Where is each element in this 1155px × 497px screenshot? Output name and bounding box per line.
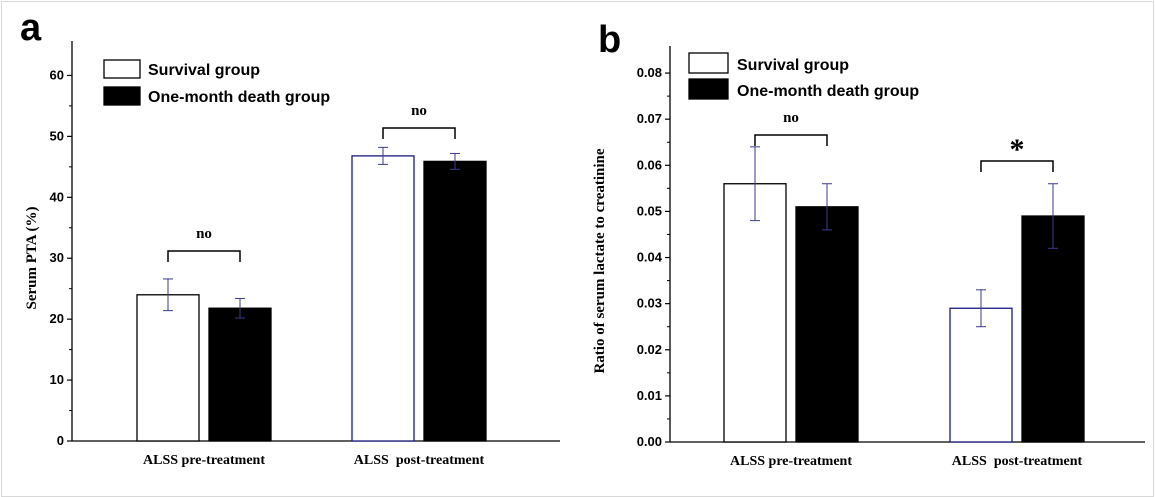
y-tick-label: 50: [50, 128, 64, 143]
legend-swatch-death: [688, 78, 729, 100]
y-tick-label: 30: [50, 250, 64, 265]
y-tick-label: 60: [50, 67, 64, 82]
y-tick-label: 10: [50, 372, 64, 387]
legend-label: One-month death group: [737, 83, 919, 100]
y-tick-label: 0.01: [637, 388, 662, 403]
panel-label: a: [20, 7, 42, 49]
legend-swatch-death: [103, 86, 141, 106]
significance-bracket: [382, 127, 456, 139]
legend-label: One-month death group: [148, 89, 330, 106]
legend-label: Survival group: [148, 62, 260, 79]
significance-bracket: [754, 134, 828, 146]
chart-panel-a: a 0 10 20 30 40 50 60 Serum PTA (%) ALSS pre-trea…: [20, 7, 560, 468]
significance-label: *: [1010, 133, 1025, 166]
bar-death: [1021, 215, 1085, 443]
y-tick-label: 0.06: [637, 157, 662, 172]
x-category-label: ALSS post-treatment: [354, 453, 485, 468]
legend-swatch-survival: [688, 52, 729, 74]
chart-panel-b: b 0.00 0.01 0.02 0.03 0.04 0.05 0.06 0.07 0.08 Rat…: [592, 19, 1145, 469]
y-tick-label: 0.04: [637, 250, 663, 265]
y-axis-label: Serum PTA (%): [24, 206, 40, 309]
y-axis-label: Ratio of serum lactate to creatinine: [592, 148, 608, 373]
significance-label: no: [783, 110, 799, 126]
bar-survival: [723, 183, 787, 443]
y-tick-label: 20: [50, 311, 64, 326]
significance-label: no: [411, 103, 427, 119]
y-tick-label: 0.00: [637, 434, 662, 449]
bar-death: [208, 307, 272, 442]
y-tick-label: 0: [57, 433, 64, 448]
significance-bracket: [167, 250, 241, 262]
bar-survival: [949, 307, 1013, 443]
y-tick-label: 40: [50, 189, 64, 204]
bar-survival: [351, 155, 415, 442]
panel-label: b: [598, 19, 621, 61]
legend-label: Survival group: [737, 57, 849, 74]
bar-death: [423, 160, 487, 442]
y-tick-label: 0.02: [637, 342, 662, 357]
bar-survival: [136, 294, 200, 442]
bar-death: [795, 206, 859, 443]
significance-label: no: [196, 226, 212, 242]
y-tick-label: 0.05: [637, 203, 662, 218]
y-tick-label: 0.03: [637, 296, 662, 311]
y-tick-label: 0.08: [637, 65, 662, 80]
x-category-label: ALSS pre-treatment: [730, 454, 852, 469]
legend-swatch-survival: [103, 59, 141, 79]
x-category-label: ALSS pre-treatment: [143, 453, 265, 468]
significance-bracket: [980, 160, 1054, 172]
x-category-label: ALSS post-treatment: [952, 454, 1083, 469]
y-tick-label: 0.07: [637, 111, 662, 126]
